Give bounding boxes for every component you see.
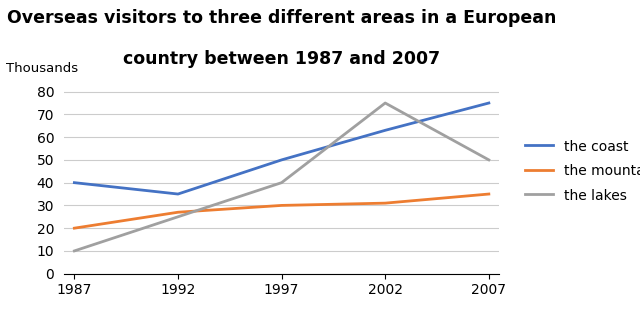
the coast [278, 158, 285, 162]
the lakes [174, 215, 182, 219]
Text: country between 1987 and 2007: country between 1987 and 2007 [123, 50, 440, 68]
the lakes [485, 158, 493, 162]
Line: the lakes: the lakes [74, 103, 489, 251]
the mountains [381, 201, 389, 205]
the mountains [485, 192, 493, 196]
Text: Thousands: Thousands [6, 62, 79, 75]
the coast [174, 192, 182, 196]
the lakes [70, 249, 78, 253]
the coast [70, 181, 78, 184]
the mountains [70, 226, 78, 230]
Line: the mountains: the mountains [74, 194, 489, 228]
Line: the coast: the coast [74, 103, 489, 194]
Text: Overseas visitors to three different areas in a European: Overseas visitors to three different are… [7, 9, 556, 27]
the lakes [381, 101, 389, 105]
Legend: the coast, the mountains, the lakes: the coast, the mountains, the lakes [519, 133, 640, 209]
the coast [381, 128, 389, 132]
the mountains [278, 203, 285, 207]
the lakes [278, 181, 285, 184]
the mountains [174, 210, 182, 214]
the coast [485, 101, 493, 105]
